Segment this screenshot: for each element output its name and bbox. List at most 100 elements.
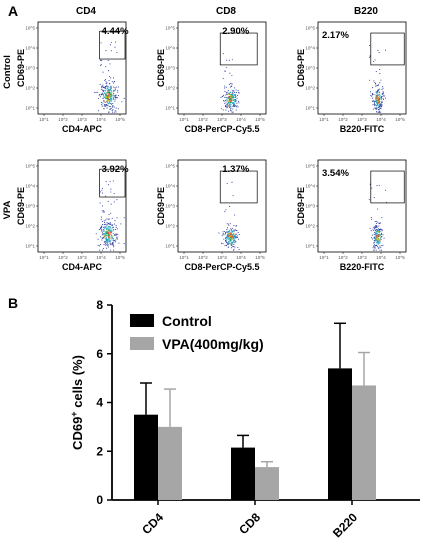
event-dot: [109, 106, 111, 108]
event-dot: [377, 106, 379, 108]
event-dot-dense: [109, 231, 112, 233]
event-dot: [107, 224, 109, 226]
event-dot: [112, 233, 114, 235]
event-dot: [107, 70, 109, 72]
event-dot: [235, 100, 237, 102]
bar-cd8-1: [255, 467, 279, 500]
event-dot: [232, 230, 234, 232]
event-dot: [373, 197, 375, 199]
event-dot: [99, 59, 102, 61]
event-dot: [378, 241, 380, 243]
event-dot: [382, 244, 384, 246]
event-dot: [112, 180, 114, 182]
x-tick-label-b220: B220: [330, 510, 360, 540]
event-dot: [230, 106, 232, 108]
event-dot: [104, 223, 106, 225]
event-dot: [234, 242, 236, 244]
y-tick-label: 10^5: [305, 164, 315, 169]
event-dot: [231, 74, 233, 76]
event-dot: [106, 84, 108, 86]
gate-percent: 1.37%: [222, 164, 249, 175]
event-dot: [227, 242, 229, 244]
event-dot: [231, 242, 233, 244]
column-header-b220: B220: [354, 6, 378, 17]
event-dot: [373, 249, 375, 251]
event-dot: [226, 232, 228, 234]
event-dot: [377, 94, 379, 96]
event-dot: [234, 94, 236, 96]
cd69-bar-chart: 0 2 4 6 8 CD69+ cells (%) CD4 CD8 B220 Control VPA…: [69, 298, 420, 540]
event-dot: [229, 72, 231, 74]
event-dot: [97, 244, 99, 246]
activation-gate: [99, 30, 126, 60]
x-axis-label: CD8-PerCP-Cy5.5: [184, 124, 259, 134]
event-dot: [114, 41, 117, 43]
x-tick-label: 10^4: [376, 117, 386, 122]
event-dot: [230, 242, 232, 244]
event-dot: [234, 102, 236, 104]
event-dot: [373, 239, 375, 241]
event-dot: [235, 95, 237, 97]
event-dot-dense: [376, 99, 378, 101]
event-dot: [106, 104, 108, 106]
event-dot: [109, 244, 111, 246]
event-dot: [234, 87, 236, 89]
event-dot: [117, 108, 119, 110]
event-dot: [234, 240, 236, 242]
event-dot: [381, 228, 383, 230]
event-dot-dense: [109, 237, 111, 240]
event-dot: [237, 106, 239, 108]
event-dot: [231, 231, 233, 234]
event-dot: [369, 79, 371, 81]
event-dot: [110, 107, 112, 109]
event-dot: [374, 107, 376, 109]
event-dot: [97, 110, 100, 112]
event-dot: [103, 211, 106, 213]
event-dot: [100, 64, 102, 66]
event-dot: [380, 79, 382, 81]
event-dot: [374, 231, 376, 233]
event-dot: [105, 241, 107, 243]
event-dot: [231, 111, 233, 113]
event-dot: [105, 82, 107, 84]
event-dot-dense: [377, 231, 380, 233]
event-dot-dense: [230, 99, 233, 101]
event-dot: [108, 228, 110, 230]
y-tick-label: 10^2: [165, 224, 175, 229]
event-dot: [123, 97, 125, 99]
event-dot-dense: [228, 232, 230, 234]
event-dot: [378, 223, 380, 225]
event-dot-dense: [379, 235, 381, 237]
column-header-cd4: CD4: [76, 6, 96, 17]
activation-gate: [370, 32, 405, 66]
event-dot-dense: [108, 94, 110, 96]
event-dot: [111, 243, 113, 245]
event-dot-dense: [376, 95, 378, 97]
event-dot: [99, 94, 101, 96]
event-dot: [233, 246, 235, 248]
event-dot: [375, 86, 377, 88]
event-dot: [378, 184, 380, 187]
event-dot: [109, 241, 112, 243]
event-dot: [227, 106, 229, 108]
event-dot: [378, 232, 380, 234]
y-tick-label: 10^2: [165, 86, 175, 91]
event-dot: [236, 102, 238, 104]
event-dot-dense: [108, 97, 110, 100]
event-dot: [222, 109, 224, 111]
event-dot: [372, 228, 374, 230]
event-dot: [381, 89, 383, 91]
dot-plot-cd8-control: 10^1 10^1 10^2 10^2 10^3 10^3 10^4 10^4 10^5 10^5…: [156, 21, 267, 134]
event-dot: [120, 223, 122, 225]
event-dot: [102, 205, 104, 207]
y-tick-label: 10^2: [305, 86, 315, 91]
event-dot: [111, 95, 113, 97]
activation-gate: [99, 168, 126, 198]
event-dot: [110, 236, 112, 238]
event-dot: [101, 220, 103, 223]
event-dot: [375, 94, 377, 96]
event-dot: [116, 236, 118, 238]
event-dot-dense: [379, 240, 381, 242]
cell-events: [218, 181, 240, 251]
event-dot: [382, 86, 384, 88]
